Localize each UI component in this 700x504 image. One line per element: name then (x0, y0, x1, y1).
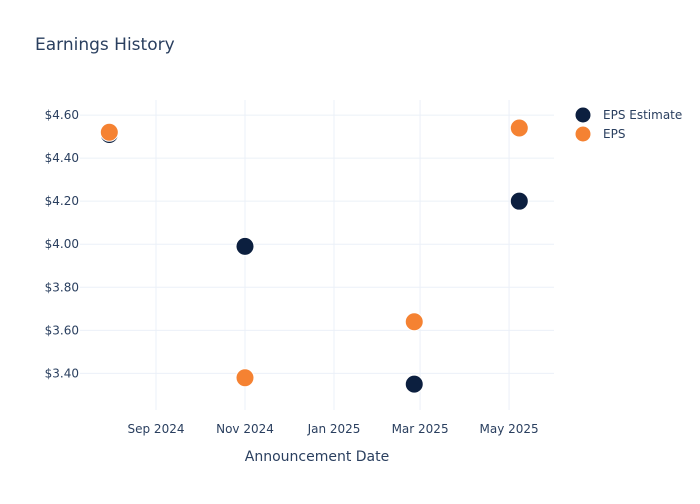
y-tick-label: $4.20 (45, 194, 79, 208)
x-tick-label: Mar 2025 (392, 422, 449, 436)
data-markers (99, 118, 529, 394)
y-tick-label: $4.60 (45, 108, 79, 122)
marker-eps[interactable] (509, 118, 529, 138)
x-axis-label: Announcement Date (245, 449, 389, 465)
y-tick-label: $3.80 (45, 280, 79, 294)
legend-marker (574, 106, 592, 124)
x-tick-labels: Sep 2024 Nov 2024 Jan 2025 Mar 2025 May 2025 (128, 422, 539, 436)
x-gridlines (155, 100, 510, 410)
y-tick-labels: $3.40 $3.60 $3.80 $4.00 $4.20 $4.40 $4.60 (45, 108, 79, 380)
x-tick-label: Jan 2025 (307, 422, 361, 436)
x-tick-label: May 2025 (479, 422, 538, 436)
y-tick-label: $4.40 (45, 151, 79, 165)
x-tick-label: Nov 2024 (216, 422, 274, 436)
y-tick-label: $4.00 (45, 237, 79, 251)
marker-eps[interactable] (404, 312, 424, 332)
y-tick-label: $3.60 (45, 323, 79, 337)
chart-title: Earnings History (35, 35, 175, 55)
legend-label: EPS Estimate (603, 108, 682, 122)
legend[interactable]: EPS Estimate EPS (574, 106, 682, 143)
y-gridlines (80, 114, 554, 374)
marker-eps-estimate[interactable] (235, 236, 255, 256)
marker-eps-estimate[interactable] (404, 374, 424, 394)
legend-item-eps[interactable]: EPS (574, 125, 625, 143)
legend-label: EPS (603, 127, 625, 141)
y-tick-label: $3.40 (45, 366, 79, 380)
marker-eps-estimate[interactable] (509, 191, 529, 211)
marker-eps[interactable] (235, 368, 255, 388)
legend-item-eps-estimate[interactable]: EPS Estimate (574, 106, 682, 124)
x-tick-label: Sep 2024 (128, 422, 185, 436)
legend-marker (574, 125, 592, 143)
marker-eps[interactable] (99, 122, 119, 142)
